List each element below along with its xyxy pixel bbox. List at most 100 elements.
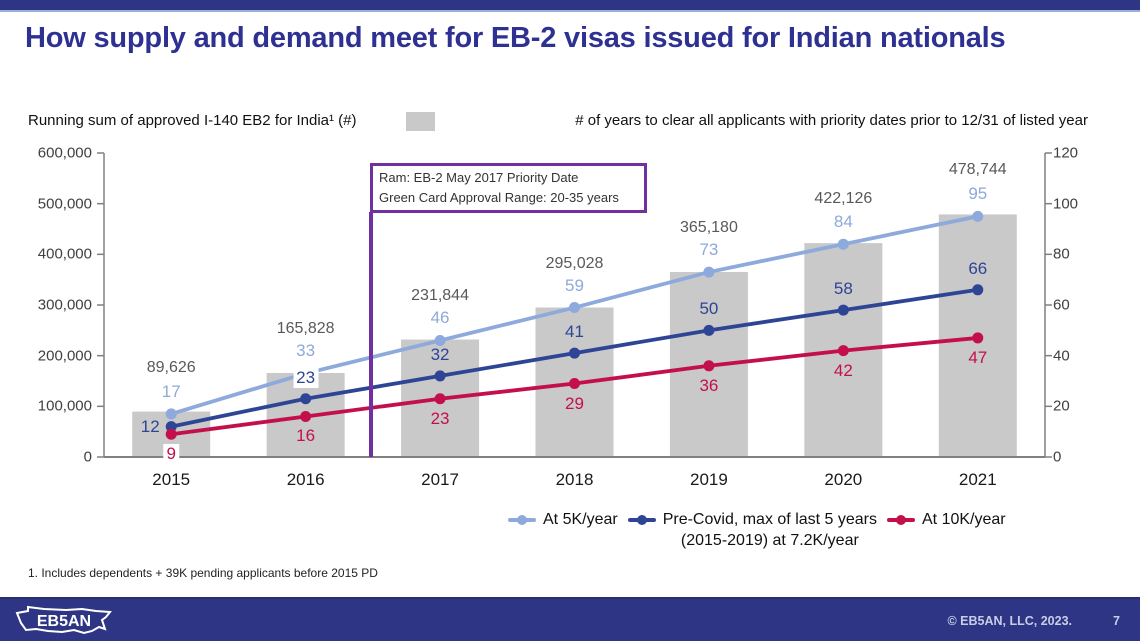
bar-value-label: 365,180 [680,218,738,236]
line-value-label: 29 [565,393,584,413]
data-point-s1-2017 [434,370,446,382]
line-value-label: 46 [430,308,450,328]
legend-label-5k: At 5K/year [543,511,618,528]
legend-label-10k: At 10K/year [922,511,1006,528]
category-label-2018: 2018 [555,470,594,489]
page-number: 7 [1113,614,1120,628]
legend-item-10k: At 10K/year [887,509,1006,530]
eb5an-logo: EB5AN [15,605,112,635]
line-value-label: 58 [833,279,853,299]
data-point-s0-2015 [165,408,177,420]
category-label-2016: 2016 [286,470,325,489]
right-axis-tick-label: 60 [1053,296,1070,314]
line-value-label: 16 [296,426,316,446]
line-value-label: 50 [699,299,719,319]
legend-dot-icon [517,515,527,525]
bar-value-label: 478,744 [948,161,1007,179]
usa-map-outline-icon [15,605,112,635]
chart-legend: At 5K/year Pre-Covid, max of last 5 year… [508,509,1006,551]
data-point-s2-2018 [569,378,580,390]
bar-value-label: 295,028 [545,254,604,272]
priority-date-marker-line [369,212,373,457]
legend-marker-precovid [627,515,656,525]
top-accent-stripe [0,10,1140,12]
category-label-2017: 2017 [421,470,459,489]
data-point-s0-2021 [972,210,984,222]
right-axis-tick-label: 20 [1053,397,1070,415]
footer-bar: EB5AN © EB5AN, LLC, 2023. 7 [0,597,1140,641]
legend-item-5k: At 5K/year [508,509,618,530]
annotation-line-2: Green Card Approval Range: 20-35 years [379,189,619,205]
line-value-label: 36 [699,375,719,395]
data-point-s2-2015 [165,428,177,440]
bar-series-swatch [406,112,435,131]
right-axis-tick-label: 120 [1053,144,1079,162]
category-label-2020: 2020 [824,470,863,489]
right-axis-tick-label: 100 [1053,195,1079,213]
line-value-label: 32 [430,344,450,364]
data-point-s1-2021 [972,284,984,296]
line-value-label: 84 [833,212,853,232]
data-point-s1-2018 [569,347,580,359]
data-point-s0-2017 [434,334,446,346]
legend-label-precovid-line1: Pre-Covid, max of last 5 years [662,511,877,528]
legend-dot-icon [896,515,906,525]
bar-value-label: 165,828 [276,319,335,337]
data-point-s1-2019 [703,324,715,336]
footnote: 1. Includes dependents + 39K pending app… [28,566,378,580]
line-value-label: 42 [833,360,853,380]
line-value-label: 73 [699,240,719,260]
bar-value-label: 422,126 [814,190,873,208]
data-point-s1-2020 [837,304,849,316]
annotation-box: Ram: EB-2 May 2017 Priority Date Green C… [370,163,647,213]
legend-item-precovid: Pre-Covid, max of last 5 years (2015-201… [627,509,877,551]
data-point-s2-2017 [434,393,446,405]
legend-label-precovid-line2: (2015-2019) at 7.2K/year [680,532,859,549]
legend-dot-icon [636,515,647,525]
line-value-label: 33 [296,341,316,361]
right-axis-tick-label: 40 [1053,347,1070,365]
legend-marker-5k [508,515,536,525]
data-point-s2-2021 [972,332,984,344]
legend-label-precovid: Pre-Covid, max of last 5 years (2015-201… [663,509,877,551]
data-point-s0-2020 [837,238,849,250]
data-point-s1-2015 [165,421,177,433]
line-value-label: 95 [968,184,988,204]
category-label-2015: 2015 [152,470,191,489]
left-axis-tick-label: 0 [83,448,92,466]
copyright-text: © EB5AN, LLC, 2023. [947,614,1072,628]
bar-value-label: 231,844 [411,286,469,304]
logo-text: EB5AN [37,613,91,630]
annotation-line-1: Ram: EB-2 May 2017 Priority Date [379,170,579,185]
page-title: How supply and demand meet for EB-2 visa… [25,22,1006,54]
left-axis-tick-label: 200,000 [37,347,92,365]
line-value-label: 23 [430,408,450,428]
category-label-2021: 2021 [958,470,997,489]
left-axis-tick-label: 300,000 [37,296,92,314]
left-axis-tick-label: 400,000 [37,245,92,263]
left-axis-tick-label: 600,000 [37,144,92,162]
line-value-label: 59 [565,275,584,295]
line-value-label: 23 [293,367,319,388]
left-axis-series-label: Running sum of approved I-140 EB2 for In… [28,112,357,129]
legend-marker-10k [887,515,915,525]
data-point-s0-2018 [569,302,580,314]
data-point-s0-2019 [703,266,715,278]
line-value-label: 17 [161,381,181,401]
data-point-s1-2016 [300,393,312,405]
data-point-s2-2016 [300,410,312,422]
bar-value-label: 89,626 [146,358,196,376]
line-value-label: 41 [565,322,584,342]
line-value-label: 9 [163,444,179,465]
right-axis-tick-label: 0 [1053,448,1062,466]
line-value-label: 47 [968,347,988,367]
left-axis-tick-label: 500,000 [37,195,92,213]
left-axis-tick-label: 100,000 [37,397,92,415]
right-axis-series-label: # of years to clear all applicants with … [575,112,1088,129]
line-value-label: 12 [140,416,160,436]
data-point-s2-2020 [837,345,849,357]
right-axis-tick-label: 80 [1053,245,1070,263]
category-label-2019: 2019 [690,470,728,489]
